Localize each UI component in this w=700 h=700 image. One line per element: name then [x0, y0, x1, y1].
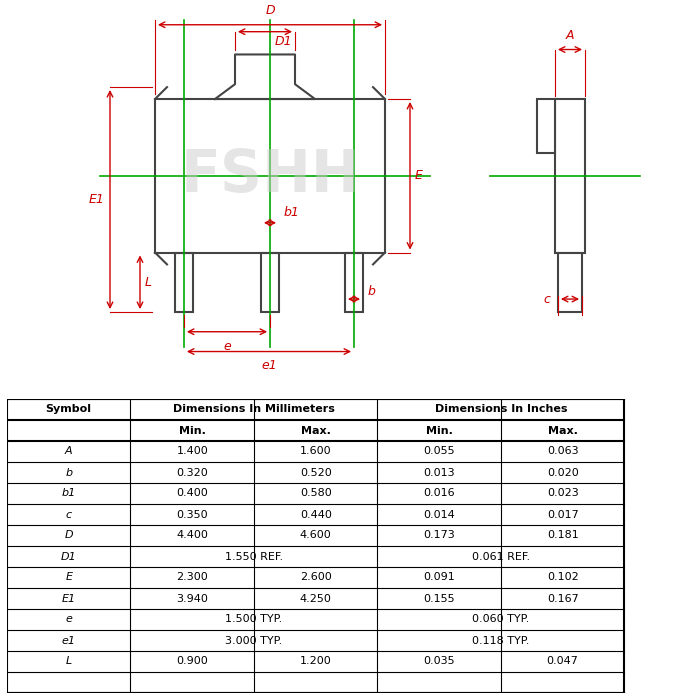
Text: 4.400: 4.400: [176, 531, 208, 540]
Text: 0.055: 0.055: [424, 447, 455, 456]
Text: 0.580: 0.580: [300, 489, 332, 498]
Text: 1.600: 1.600: [300, 447, 332, 456]
Bar: [558, 253, 582, 312]
Text: 0.016: 0.016: [424, 489, 455, 498]
Text: 0.167: 0.167: [547, 594, 578, 603]
Text: Min.: Min.: [426, 426, 453, 435]
Text: 0.350: 0.350: [176, 510, 208, 519]
Bar: [261, 253, 279, 312]
Text: 0.520: 0.520: [300, 468, 332, 477]
Bar: [537, 99, 555, 153]
Text: e1: e1: [62, 636, 76, 645]
Text: D1: D1: [275, 35, 293, 48]
Text: 0.061 REF.: 0.061 REF.: [472, 552, 530, 561]
Bar: [175, 253, 193, 312]
Text: E1: E1: [89, 193, 105, 206]
Bar: [555, 99, 585, 253]
Text: c: c: [66, 510, 72, 519]
Text: 0.440: 0.440: [300, 510, 332, 519]
Text: 2.600: 2.600: [300, 573, 332, 582]
Text: L: L: [145, 276, 152, 288]
Text: 0.900: 0.900: [176, 657, 208, 666]
Text: c: c: [543, 293, 550, 306]
Text: b1: b1: [284, 206, 300, 219]
Text: 0.013: 0.013: [424, 468, 455, 477]
Text: 0.060 TYP.: 0.060 TYP.: [473, 615, 529, 624]
Text: 0.091: 0.091: [424, 573, 455, 582]
Text: 0.118 TYP.: 0.118 TYP.: [473, 636, 530, 645]
Text: Max.: Max.: [301, 426, 330, 435]
Text: E: E: [65, 573, 72, 582]
Text: 0.035: 0.035: [424, 657, 455, 666]
Text: D1: D1: [61, 552, 76, 561]
Text: 3.000 TYP.: 3.000 TYP.: [225, 636, 283, 645]
Text: 3.940: 3.940: [176, 594, 208, 603]
Text: 1.500 TYP.: 1.500 TYP.: [225, 615, 283, 624]
Text: 0.063: 0.063: [547, 447, 578, 456]
Text: 0.102: 0.102: [547, 573, 578, 582]
Text: 0.047: 0.047: [547, 657, 579, 666]
Text: 4.250: 4.250: [300, 594, 332, 603]
Text: e: e: [223, 340, 231, 353]
Text: b1: b1: [62, 489, 76, 498]
Text: 0.017: 0.017: [547, 510, 578, 519]
Text: e1: e1: [261, 360, 277, 372]
Text: 2.300: 2.300: [176, 573, 208, 582]
Text: 4.600: 4.600: [300, 531, 332, 540]
Text: 0.020: 0.020: [547, 468, 578, 477]
Text: Dimensions In Millimeters: Dimensions In Millimeters: [173, 405, 335, 414]
Text: 0.181: 0.181: [547, 531, 578, 540]
Text: 1.400: 1.400: [176, 447, 208, 456]
Text: Symbol: Symbol: [46, 405, 92, 414]
Text: b: b: [65, 468, 72, 477]
Text: L: L: [66, 657, 72, 666]
Text: 0.400: 0.400: [176, 489, 208, 498]
Text: 0.173: 0.173: [424, 531, 455, 540]
Text: 0.155: 0.155: [424, 594, 455, 603]
Text: D: D: [64, 531, 73, 540]
Text: E1: E1: [62, 594, 76, 603]
Text: D: D: [265, 4, 275, 17]
Text: 0.320: 0.320: [176, 468, 208, 477]
Text: 0.014: 0.014: [424, 510, 455, 519]
Bar: [345, 253, 363, 312]
Text: Dimensions In Inches: Dimensions In Inches: [435, 405, 567, 414]
Text: 1.200: 1.200: [300, 657, 332, 666]
Text: A: A: [566, 29, 574, 41]
Text: Max.: Max.: [547, 426, 577, 435]
Text: E: E: [415, 169, 423, 182]
Text: b: b: [368, 285, 376, 298]
Text: 0.023: 0.023: [547, 489, 578, 498]
Text: FSHH: FSHH: [180, 147, 360, 204]
Text: A: A: [65, 447, 73, 456]
Text: 1.550 REF.: 1.550 REF.: [225, 552, 283, 561]
Text: e: e: [65, 615, 72, 624]
Text: Min.: Min.: [178, 426, 206, 435]
